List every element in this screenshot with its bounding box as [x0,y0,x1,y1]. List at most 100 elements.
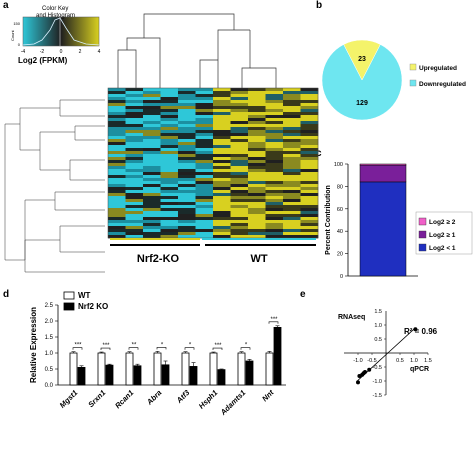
heatmap-cell [300,124,319,128]
heatmap-cell [195,217,214,221]
heatmap-cell [195,178,214,182]
heatmap-cell [143,124,161,128]
heatmap-cell [300,190,319,194]
heatmap-cell [230,163,249,167]
heatmap-cell [300,229,319,233]
heatmap-cell [178,223,196,227]
heatmap-cell [178,214,196,218]
d-bar-wt [153,352,162,386]
heatmap-cell [160,214,179,218]
heatmap-cell [178,133,196,137]
d-bar-ko [105,364,114,386]
heatmap-cell [213,184,231,188]
heatmap-cell [195,220,214,224]
heatmap-cell [160,88,179,92]
heatmap-cell [160,202,179,206]
heatmap-cell [283,103,301,107]
heatmap-cell [230,169,249,173]
e-ytick-label: 1.0 [374,323,382,329]
heatmap-cell [160,193,179,197]
heatmap-cell [230,124,249,128]
heatmap-cell [248,127,266,131]
heatmap-cell [213,196,231,200]
heatmap-cell [230,214,249,218]
heatmap-cell [265,115,284,119]
heatmap-cell [178,181,196,185]
d-significance-label: * [189,343,192,349]
e-xtick-label: 1.5 [424,358,432,364]
heatmap-cell [195,151,214,155]
heatmap-cell [195,109,214,113]
d-legend-label: WT [78,291,91,300]
heatmap-cell [265,91,284,95]
color-key-title-1: Color Key [42,6,68,12]
c-ytick-label: 60 [337,207,343,213]
c-bar-segment [359,181,407,277]
d-ytick-label: 0.5 [45,367,54,373]
d-significance-label: *** [102,343,110,349]
heatmap-cell [265,151,284,155]
heatmap-cell [300,193,319,197]
heatmap-cell [265,232,284,236]
c-ytick-label: 80 [337,184,343,190]
heatmap-cell [248,172,266,176]
d-significance-label: ** [132,343,137,349]
heatmap-cell [213,148,231,152]
heatmap-cell [300,208,319,212]
heatmap-cell [213,232,231,236]
heatmap-cell [125,115,144,119]
c-legend-label: Log2 ≥ 1 [429,232,456,239]
heatmap-cell [283,214,301,218]
heatmap-cell [195,154,214,158]
heatmap-cell [230,118,249,122]
heatmap-cell [108,157,126,161]
heatmap-cell [283,112,301,116]
heatmap-cell [265,199,284,203]
heatmap-cell [265,163,284,167]
heatmap-cell [108,136,126,140]
heatmap-cell [143,100,161,104]
heatmap-cell [178,166,196,170]
heatmap-cell [265,208,284,212]
heatmap-cell [125,133,144,137]
heatmap-cell [213,169,231,173]
heatmap-cell [265,124,284,128]
heatmap-cell [160,121,179,125]
heatmap-cell [248,208,266,212]
heatmap-cell [248,175,266,179]
heatmap-cell [283,145,301,149]
d-bar-wt [181,352,190,386]
heatmap-cell [108,109,126,113]
heatmap-cell [300,109,319,113]
heatmap-cell [160,166,179,170]
heatmap-cell [195,106,214,110]
heatmap-cell [108,220,126,224]
heatmap-cell [230,178,249,182]
heatmap-cell [160,178,179,182]
heatmap-cell [283,193,301,197]
heatmap-cell [160,112,179,116]
heatmap-cell [178,196,196,200]
heatmap-cell [178,217,196,221]
heatmap-cell [265,187,284,191]
heatmap-cell [283,97,301,101]
heatmap-cell [265,88,284,92]
heatmap-cell [230,100,249,104]
heatmap-cell [160,223,179,227]
heatmap-cell [178,175,196,179]
heatmap-cell [283,235,301,239]
heatmap-cell [195,196,214,200]
pie-chart: 129 23 Upregulated Downregulated [321,39,466,121]
heatmap-cell [300,211,319,215]
heatmap-cell [248,199,266,203]
c-ytick-label: 0 [340,274,343,280]
heatmap-cell [230,88,249,92]
heatmap-cell [160,136,179,140]
heatmap-cell [265,172,284,176]
heatmap-cell [265,142,284,146]
heatmap-cell [265,235,284,239]
d-bar-wt [265,352,274,386]
heatmap-cell [230,187,249,191]
color-key-ylabel: Count [10,29,15,41]
heatmap-cell [195,175,214,179]
